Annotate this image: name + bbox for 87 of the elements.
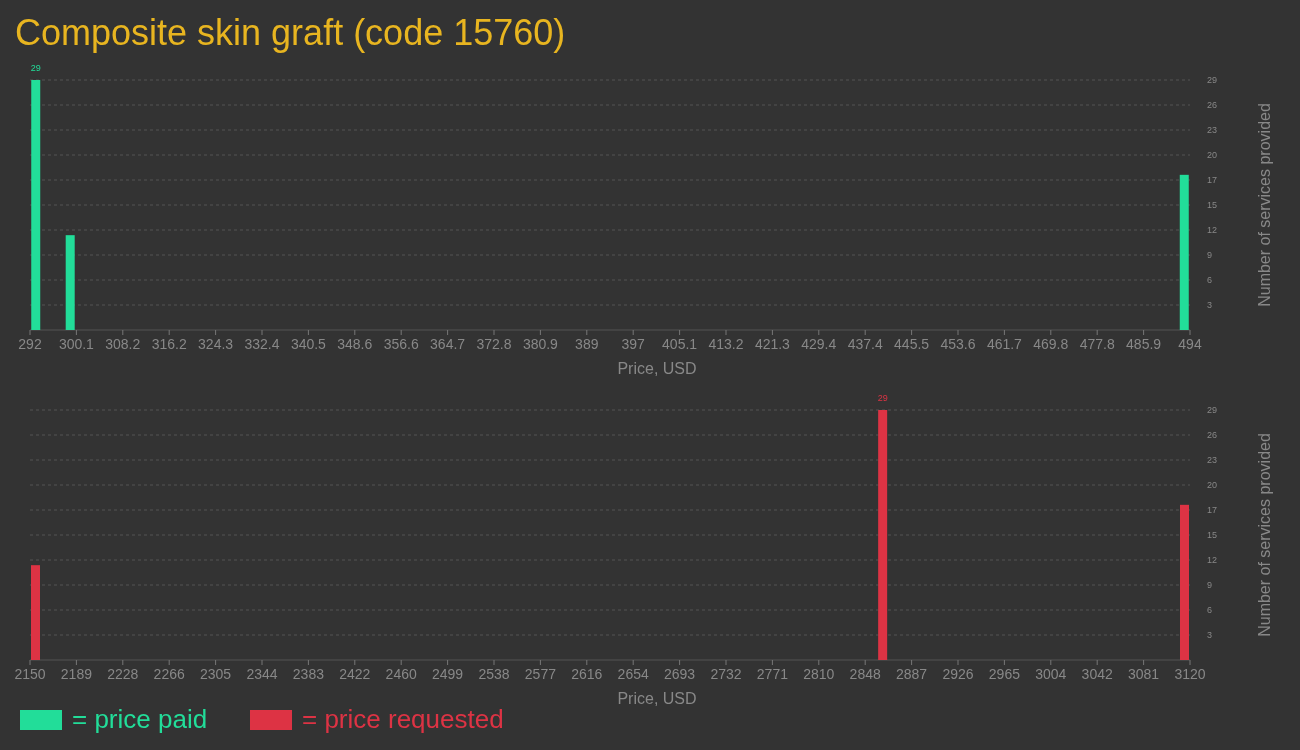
x-tick-label: 2538 <box>478 666 510 682</box>
bar <box>878 410 888 660</box>
x-tick-label: 3120 <box>1174 666 1206 682</box>
y-tick-label: 12 <box>1207 555 1218 565</box>
x-tick-label: 356.6 <box>383 336 419 352</box>
x-axis-title: Price, USD <box>617 690 697 707</box>
x-tick-label: 389 <box>575 336 599 352</box>
x-tick-label: 2848 <box>849 666 881 682</box>
x-tick-label: 2810 <box>803 666 835 682</box>
y-tick-label: 12 <box>1207 225 1218 235</box>
x-tick-label: 2383 <box>292 666 325 682</box>
x-tick-label: 2616 <box>571 666 603 682</box>
x-tick-label: 461.7 <box>986 336 1023 352</box>
chart-title: Composite skin graft (code 15760) <box>15 12 566 53</box>
y-tick-label: 15 <box>1207 200 1218 210</box>
x-tick-label: 2344 <box>246 666 278 682</box>
x-tick-label: 364.7 <box>430 336 466 352</box>
x-axis-title: Price, USD <box>617 360 697 377</box>
y-tick-label: 23 <box>1207 455 1218 465</box>
y-tick-label: 17 <box>1207 175 1218 185</box>
x-tick-label: 292 <box>18 336 42 352</box>
x-tick-label: 2499 <box>432 666 464 682</box>
x-tick-label: 2654 <box>617 666 649 682</box>
x-tick-label: 316.2 <box>151 336 187 352</box>
y-tick-label: 29 <box>1207 75 1218 85</box>
x-tick-label: 380.9 <box>522 336 559 352</box>
x-tick-label: 2422 <box>339 666 371 682</box>
y-tick-label: 23 <box>1207 125 1218 135</box>
x-tick-label: 3042 <box>1081 666 1113 682</box>
x-tick-label: 2305 <box>200 666 232 682</box>
x-tick-label: 494 <box>1178 336 1202 352</box>
bar <box>31 565 40 660</box>
x-tick-label: 332.4 <box>244 336 280 352</box>
y-axis-title: Number of services provided <box>1256 433 1273 637</box>
y-tick-label: 3 <box>1207 300 1213 310</box>
x-tick-label: 2693 <box>664 666 696 682</box>
x-tick-label: 413.2 <box>708 336 744 352</box>
x-tick-label: 2732 <box>710 666 742 682</box>
x-tick-label: 2926 <box>942 666 974 682</box>
y-tick-label: 17 <box>1207 505 1218 515</box>
y-tick-label: 6 <box>1207 605 1213 615</box>
x-tick-label: 477.8 <box>1079 336 1115 352</box>
x-tick-label: 405.1 <box>662 336 698 352</box>
x-tick-label: 340.5 <box>290 336 327 352</box>
x-tick-label: 397 <box>621 336 646 352</box>
y-tick-label: 29 <box>1207 405 1218 415</box>
x-tick-label: 3004 <box>1035 666 1067 682</box>
y-tick-label: 6 <box>1207 275 1213 285</box>
legend-label: = price paid <box>72 704 208 734</box>
x-tick-label: 453.6 <box>940 336 976 352</box>
bar <box>1179 174 1189 330</box>
y-tick-label: 20 <box>1207 150 1218 160</box>
y-tick-label: 9 <box>1207 250 1213 260</box>
x-tick-label: 2150 <box>14 666 46 682</box>
x-tick-label: 437.4 <box>847 336 883 352</box>
y-tick-label: 20 <box>1207 480 1218 490</box>
y-tick-label: 26 <box>1207 430 1218 440</box>
data-label: 29 <box>877 393 888 403</box>
y-tick-label: 9 <box>1207 580 1213 590</box>
x-tick-label: 324.3 <box>198 336 234 352</box>
y-tick-label: 26 <box>1207 100 1218 110</box>
x-tick-label: 2460 <box>385 666 417 682</box>
data-label: 29 <box>30 63 41 73</box>
y-tick-label: 3 <box>1207 630 1213 640</box>
x-tick-label: 348.6 <box>337 336 373 352</box>
bar <box>31 80 41 330</box>
x-tick-label: 2228 <box>107 666 139 682</box>
y-tick-label: 15 <box>1207 530 1218 540</box>
x-tick-label: 2189 <box>60 666 93 682</box>
legend-label: = price requested <box>302 704 504 734</box>
x-tick-label: 485.9 <box>1126 336 1162 352</box>
x-tick-label: 421.3 <box>754 336 791 352</box>
x-tick-label: 429.4 <box>801 336 837 352</box>
bar <box>1180 504 1189 660</box>
x-tick-label: 2965 <box>988 666 1021 682</box>
x-tick-label: 2266 <box>153 666 185 682</box>
x-tick-label: 308.2 <box>105 336 141 352</box>
bar <box>65 235 75 330</box>
x-tick-label: 445.5 <box>894 336 930 352</box>
x-tick-label: 2887 <box>896 666 928 682</box>
x-tick-label: 2577 <box>524 666 557 682</box>
x-tick-label: 300.1 <box>58 336 95 352</box>
x-tick-label: 372.8 <box>476 336 512 352</box>
x-tick-label: 2771 <box>756 666 789 682</box>
x-tick-label: 469.8 <box>1033 336 1069 352</box>
x-tick-label: 3081 <box>1128 666 1160 682</box>
y-axis-title: Number of services provided <box>1256 103 1273 307</box>
